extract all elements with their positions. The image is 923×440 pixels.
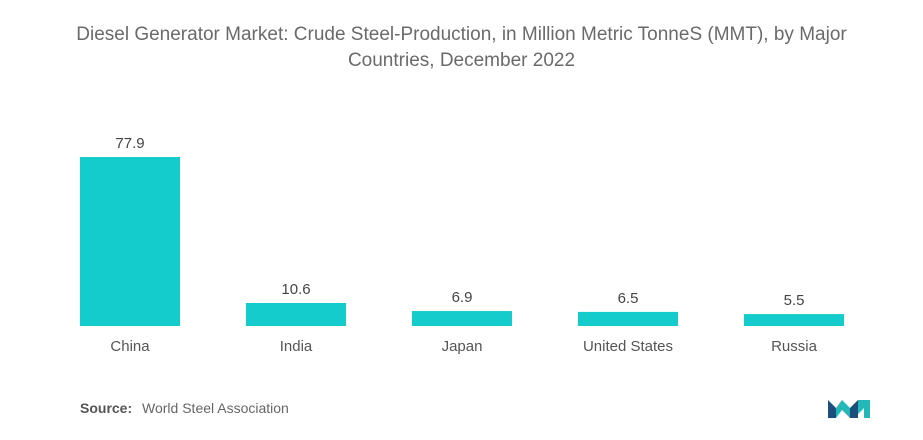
- bar-india: [246, 303, 346, 326]
- bar-united-states: [578, 311, 678, 326]
- data-label: 77.9: [115, 135, 144, 152]
- bar-japan: [412, 311, 512, 326]
- x-tick-label: Russia: [771, 338, 818, 355]
- source-label: Source:: [80, 400, 133, 416]
- chart-title-line-2: Countries, December 2022: [347, 50, 576, 71]
- data-label: 6.9: [452, 289, 473, 306]
- chart-title-line-1: Diesel Generator Market: Crude Steel-Pro…: [76, 24, 847, 45]
- bar-china: [80, 157, 180, 326]
- data-label: 5.5: [784, 292, 805, 309]
- data-label: 10.6: [281, 281, 310, 298]
- x-tick-label: United States: [583, 338, 673, 355]
- x-tick-label: Japan: [442, 338, 483, 355]
- x-tick-label: India: [280, 338, 313, 355]
- chart-title: Diesel Generator Market: Crude Steel-Pro…: [0, 22, 923, 74]
- brand-logo-icon: [828, 400, 870, 418]
- data-label: 6.5: [618, 290, 639, 307]
- source-note: Source: World Steel Association: [80, 400, 289, 416]
- source-text: World Steel Association: [142, 400, 289, 416]
- bar-russia: [744, 314, 844, 326]
- x-tick-label: China: [110, 338, 150, 355]
